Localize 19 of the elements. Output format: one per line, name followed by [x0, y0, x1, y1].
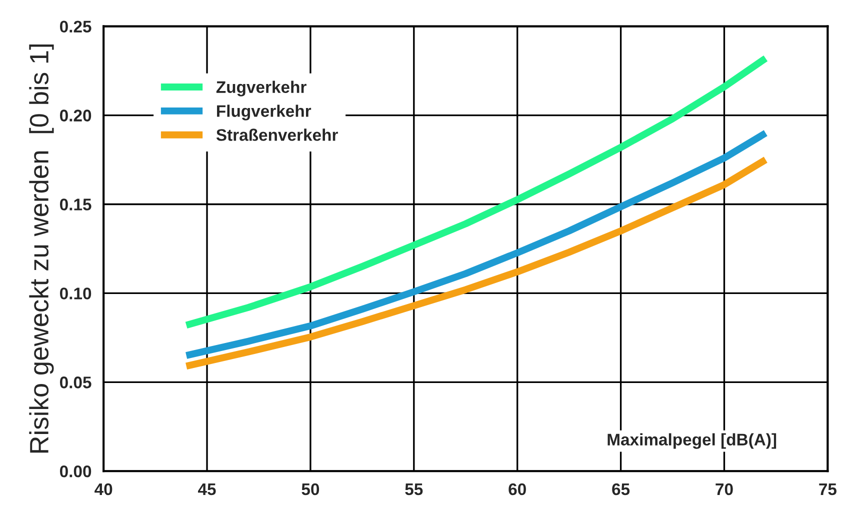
y-tick-label: 0.10	[60, 288, 92, 300]
x-tick-label: 65	[612, 483, 630, 496]
x-tick-label: 55	[405, 484, 423, 496]
y-tick-label: 0.05	[60, 376, 92, 388]
y-axis-title: Risiko geweckt zu werden [0 bis 1]	[29, 44, 54, 453]
x-tick-label: 50	[302, 483, 320, 496]
y-tick-label: 0.15	[60, 198, 92, 210]
x-tick-label: 45	[198, 484, 216, 496]
x-axis-title: Maximalpegel [dB(A)]	[608, 433, 776, 449]
x-tick-label: 40	[94, 483, 112, 496]
y-tick-label: 0.25	[60, 20, 92, 33]
x-tick-label: 75	[819, 484, 836, 496]
legend-label: Zugverkehr	[216, 80, 306, 96]
legend-label: Flugverkehr	[217, 104, 312, 120]
y-tick-label: 0.00	[60, 466, 92, 478]
legend-label: Straßenverkehr	[216, 128, 338, 141]
x-tick-label: 60	[508, 483, 526, 496]
y-tick-label: 0.20	[60, 110, 92, 122]
x-tick-label: 70	[716, 483, 733, 496]
